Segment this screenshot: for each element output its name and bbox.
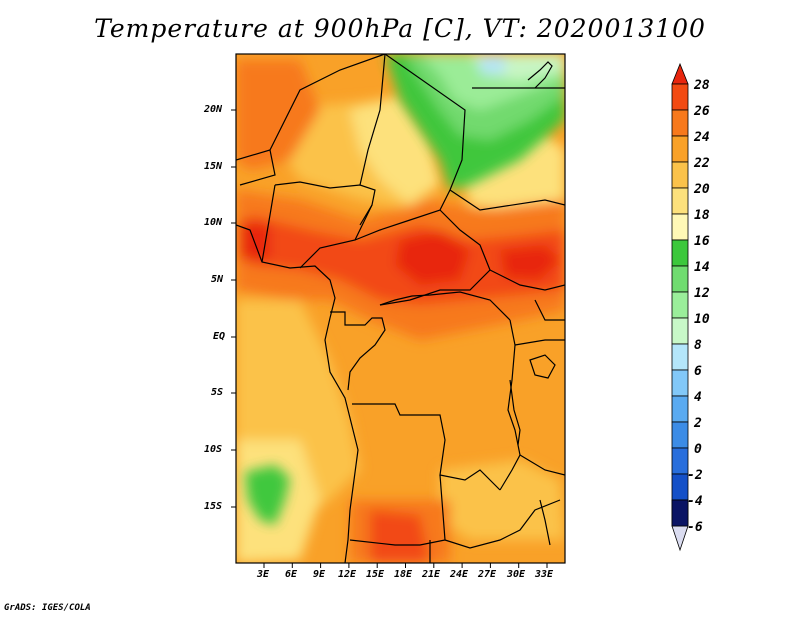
coastline-red-sea [527,61,553,89]
lon-tick-24E: 24E [450,569,469,580]
lon-tick-30E: 30E [507,569,526,580]
colorbar-label-0: 0 [694,442,702,457]
border-drc-north [379,291,511,321]
field-band-18-east [460,130,565,210]
border-cameroon [299,204,373,269]
colorbar-segment-c26 [671,83,689,111]
border-uganda-kenya [534,299,565,321]
colorbar-label-26: 26 [694,104,710,119]
colorbar-label-14: 14 [694,260,710,275]
field-band-26-southwest [370,510,430,563]
axis-ticks [231,109,548,568]
colorbar-segment-c18 [671,187,689,215]
colorbar-segment-c2 [671,395,689,423]
lon-tick-6E: 6E [285,569,298,580]
colorbar-segment-c8 [671,317,689,345]
coastline-lake-victoria [529,354,556,379]
lat-tick-15S: 15S [204,501,223,512]
field-band-14-atlantic [245,465,290,525]
colorbar-segment-gt28 [671,62,689,85]
colorbar-label-m6: -6 [687,520,703,535]
colorbar [671,62,689,552]
colorbar-label-16: 16 [694,234,710,249]
map-frame [235,53,566,564]
colorbar-label-6: 6 [694,364,702,379]
colorbar-segment-c6 [671,343,689,371]
coastline-west-africa [236,224,359,563]
lon-tick-9E: 9E [313,569,326,580]
colorbar-label-22: 22 [694,156,710,171]
colorbar-label-18: 18 [694,208,710,223]
border-tanzania-south [519,454,565,476]
colorbar-segment-c24 [671,109,689,137]
border-sahel-a [236,54,386,161]
colorbar-segment-cm2 [671,447,689,475]
border-drc-east [499,319,521,491]
border-gabon-congo [330,311,386,391]
border-sudan-libya [384,54,466,211]
field-band-6-sahara [480,56,505,74]
chart-title: Temperature at 900hPa [C], VT: 202001310… [94,14,706,43]
colorbar-segment-c22 [671,135,689,163]
colorbar-segment-c10 [671,291,689,319]
lon-tick-27E: 27E [478,569,497,580]
coastline-lake-malawi [539,499,551,546]
field-band-24-northwest [236,60,320,170]
colorbar-segment-below-m6 [671,525,689,552]
lat-tick-15N: 15N [204,161,223,172]
field-band-gt28-core [395,230,470,285]
field-band-20-south [440,460,565,540]
border-zambia-south [444,499,561,549]
colorbar-label-20: 20 [694,182,710,197]
colorbar-label-4: 4 [694,390,702,405]
colorbar-segment-c0 [671,421,689,449]
colorbar-segment-c16 [671,213,689,241]
border-car [354,209,491,306]
colorbar-segment-c12 [671,265,689,293]
country-borders [236,54,565,563]
colorbar-label-12: 12 [694,286,710,301]
colorbar-segment-c14 [671,239,689,267]
colorbar-label-8: 8 [694,338,702,353]
colorbar-segment-cm4 [671,473,689,501]
colorbar-label-24: 24 [694,130,710,145]
colorbar-label-10: 10 [694,312,710,327]
coastline-lake-tanganyika [509,379,521,446]
lat-tick-5N: 5N [211,274,224,285]
colorbar-label-2: 2 [694,416,702,431]
colorbar-label-m2: -2 [687,468,703,483]
temperature-field [236,54,565,563]
border-drc-angola [352,403,501,491]
colorbar-segment-lt-m6 [671,499,689,527]
field-band-gt28-east [500,245,560,280]
border-angola-zambia [349,474,446,546]
lat-tick-10N: 10N [204,217,223,228]
lat-tick-20N: 20N [204,104,223,115]
lon-tick-18E: 18E [394,569,413,580]
lon-tick-33E: 33E [535,569,554,580]
lon-tick-3E: 3E [257,569,270,580]
field-band-gt28-west [240,220,270,260]
lat-tick-10S: 10S [204,444,223,455]
lat-tick-5S: 5S [211,387,224,398]
lon-tick-15E: 15E [366,569,385,580]
lat-tick-EQ: EQ [213,331,226,342]
colorbar-segment-c4 [671,369,689,397]
border-nigeria [261,184,276,263]
lon-tick-12E: 12E [338,569,357,580]
footer-credit: GrADS: IGES/COLA [4,603,91,613]
border-chad-east [359,54,386,186]
border-sahel-b [239,149,276,186]
border-south-sudan [489,269,565,291]
lon-tick-21E: 21E [422,569,441,580]
colorbar-segment-c20 [671,161,689,189]
colorbar-label-28: 28 [694,78,710,93]
border-sudan-ethiopia [449,189,565,211]
border-tanzania [514,339,565,346]
colorbar-label-m4: -4 [687,494,703,509]
